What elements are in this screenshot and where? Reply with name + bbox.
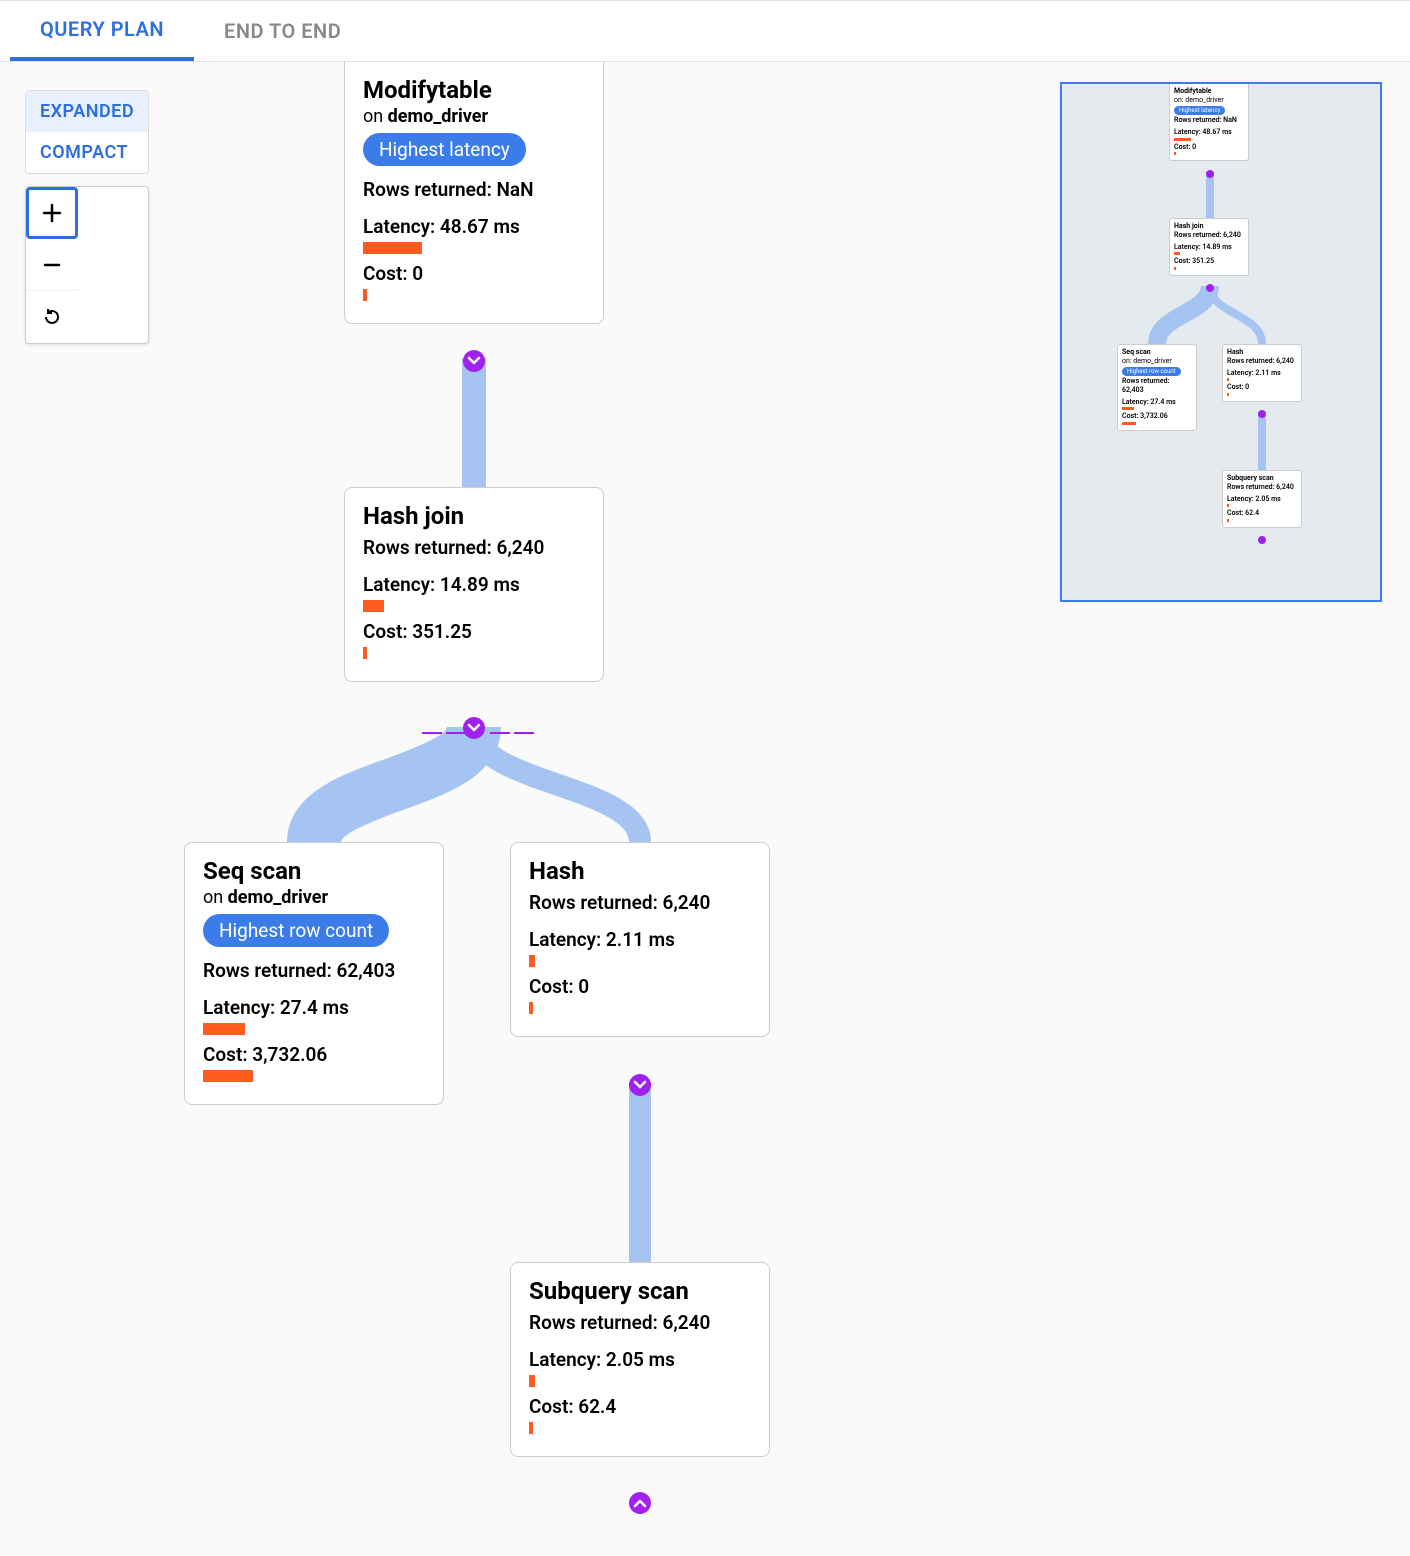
edge xyxy=(629,1082,651,1262)
node-relation: on demo_driver xyxy=(363,106,585,127)
node-badge: Highest latency xyxy=(363,133,526,166)
node-title: Hash join xyxy=(363,502,585,530)
plan-node-hashjoin[interactable]: Hash join Rows returned: 6,240 Latency: 14… xyxy=(344,487,604,682)
minimap-node: Modifytableon: demo_driverHighest latenc… xyxy=(1169,84,1249,161)
latency-bar xyxy=(529,955,751,967)
node-title: Subquery scan xyxy=(529,1277,751,1305)
latency-bar xyxy=(203,1023,425,1035)
tab-end-to-end[interactable]: END TO END xyxy=(194,1,371,61)
zoom-controls xyxy=(25,186,149,344)
reset-icon xyxy=(41,306,63,328)
latency-stat: Latency: 14.89 ms xyxy=(363,573,585,596)
cost-bar xyxy=(363,647,585,659)
plan-node-seqscan[interactable]: Seq scanon demo_driver Highest row count R… xyxy=(184,842,444,1105)
cost-bar xyxy=(363,289,585,301)
minimap[interactable]: Modifytableon: demo_driverHighest latenc… xyxy=(1060,82,1382,602)
edge xyxy=(0,62,1,63)
minimap-node: Hash joinRows returned: 6,240Latency: 14… xyxy=(1169,218,1249,276)
latency-stat: Latency: 48.67 ms xyxy=(363,215,585,238)
cost-stat: Cost: 0 xyxy=(529,975,751,998)
cost-bar xyxy=(529,1422,751,1434)
latency-stat: Latency: 2.11 ms xyxy=(529,928,751,951)
plus-icon xyxy=(41,202,63,224)
minimap-collapse xyxy=(1206,170,1214,178)
minimap-collapse xyxy=(1258,536,1266,544)
latency-bar xyxy=(363,600,585,612)
zoom-out-button[interactable] xyxy=(26,239,78,291)
minus-icon xyxy=(41,254,63,276)
view-controls: EXPANDED COMPACT xyxy=(25,90,149,344)
edge xyxy=(462,358,486,487)
cost-bar xyxy=(203,1070,425,1082)
collapse-toggle[interactable] xyxy=(463,350,485,372)
minimap-node: HashRows returned: 6,240Latency: 2.11 ms… xyxy=(1222,344,1302,402)
collapse-toggle[interactable] xyxy=(629,1492,651,1514)
plan-node-modifytable[interactable]: Modifytableon demo_driver Highest latency… xyxy=(344,62,604,324)
cost-stat: Cost: 0 xyxy=(363,262,585,285)
rows-stat: Rows returned: NaN xyxy=(363,178,585,201)
node-relation: on demo_driver xyxy=(203,887,425,908)
node-badge: Highest row count xyxy=(203,914,389,947)
mode-compact[interactable]: COMPACT xyxy=(26,132,148,173)
node-title: Modifytable xyxy=(363,76,585,104)
latency-bar xyxy=(529,1375,751,1387)
cost-stat: Cost: 351.25 xyxy=(363,620,585,643)
rows-stat: Rows returned: 6,240 xyxy=(529,1311,751,1334)
zoom-in-button[interactable] xyxy=(26,187,78,239)
mode-expanded[interactable]: EXPANDED xyxy=(26,91,148,132)
rows-stat: Rows returned: 6,240 xyxy=(529,891,751,914)
cost-stat: Cost: 3,732.06 xyxy=(203,1043,425,1066)
node-title: Hash xyxy=(529,857,751,885)
mode-toggle: EXPANDED COMPACT xyxy=(25,90,149,174)
cost-bar xyxy=(529,1002,751,1014)
minimap-node: Subquery scanRows returned: 6,240Latency… xyxy=(1222,470,1302,528)
latency-bar xyxy=(363,242,585,254)
rows-stat: Rows returned: 62,403 xyxy=(203,959,425,982)
cost-stat: Cost: 62.4 xyxy=(529,1395,751,1418)
node-title: Seq scan xyxy=(203,857,425,885)
collapse-toggle[interactable] xyxy=(629,1074,651,1096)
minimap-node: Seq scanon: demo_driverHighest row count… xyxy=(1117,344,1197,431)
tab-bar: QUERY PLAN END TO END xyxy=(0,0,1410,62)
latency-stat: Latency: 27.4 ms xyxy=(203,996,425,1019)
zoom-reset-button[interactable] xyxy=(26,291,78,343)
tab-query-plan[interactable]: QUERY PLAN xyxy=(10,1,194,61)
rows-stat: Rows returned: 6,240 xyxy=(363,536,585,559)
plan-node-hash[interactable]: Hash Rows returned: 6,240 Latency: 2.11 ms… xyxy=(510,842,770,1037)
latency-stat: Latency: 2.05 ms xyxy=(529,1348,751,1371)
plan-node-subquery[interactable]: Subquery scan Rows returned: 6,240 Latency… xyxy=(510,1262,770,1457)
minimap-collapse xyxy=(1258,410,1266,418)
collapse-toggle[interactable] xyxy=(463,717,485,739)
minimap-collapse xyxy=(1206,284,1214,292)
